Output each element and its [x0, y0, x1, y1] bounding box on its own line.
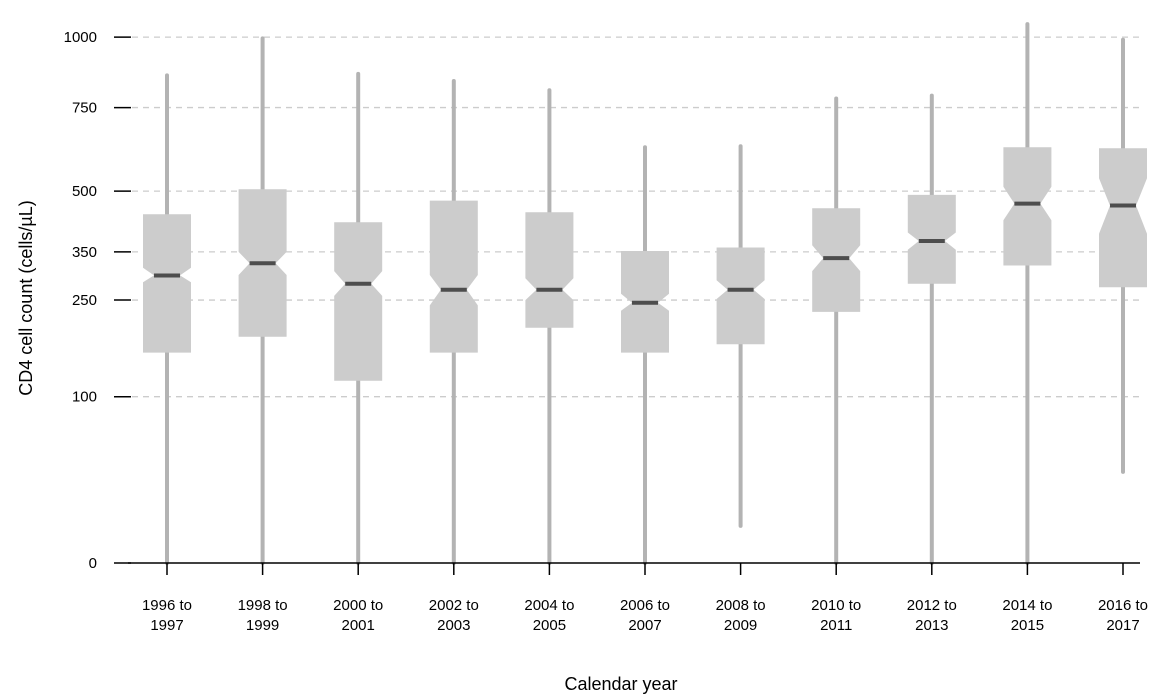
x-tick-label: 2005 — [533, 617, 566, 634]
x-tick-label: 2016 to — [1098, 597, 1148, 614]
x-tick-label: 1996 to — [142, 597, 192, 614]
y-tick-labels: 0 100 250 350 500 750 1000 — [64, 29, 131, 572]
box-group — [621, 145, 669, 565]
y-tick-label: 500 — [72, 183, 97, 200]
box-body — [429, 200, 478, 353]
x-tick-label: 2012 to — [907, 597, 957, 614]
box-series — [143, 22, 1147, 565]
x-tick-label: 2014 to — [1002, 597, 1052, 614]
y-tick-label: 350 — [72, 244, 97, 261]
y-tick-label: 250 — [72, 292, 97, 309]
x-tick-labels: 1996 to 1997 1998 to 1999 2000 to 2001 2002 to… — [142, 563, 1148, 634]
axes — [128, 562, 1140, 564]
x-tick-label: 2002 to — [429, 597, 479, 614]
box-group — [334, 71, 383, 565]
box-group — [812, 96, 861, 565]
box-body — [1099, 148, 1147, 288]
x-tick-label: 1998 to — [238, 597, 288, 614]
x-tick-label: 2009 — [724, 617, 757, 634]
box-body — [1003, 147, 1052, 266]
x-tick-label: 2003 — [437, 617, 470, 634]
y-tick-label: 1000 — [64, 29, 97, 46]
x-tick-label: 2017 — [1106, 617, 1139, 634]
box-body — [716, 247, 765, 345]
x-tick-label: 2015 — [1011, 617, 1044, 634]
box-group — [525, 88, 574, 565]
x-axis-title: Calendar year — [564, 674, 677, 694]
y-tick-label: 100 — [72, 389, 97, 406]
y-axis-title: CD4 cell count (cells/µL) — [16, 200, 36, 395]
gridlines — [132, 36, 1140, 398]
x-tick-label: 2006 to — [620, 597, 670, 614]
x-tick-label: 2004 to — [524, 597, 574, 614]
x-tick-label: 1997 — [150, 617, 183, 634]
y-tick-label: 750 — [72, 100, 97, 117]
box-body — [525, 212, 574, 328]
x-tick-label: 2001 — [342, 617, 375, 634]
x-tick-label: 2011 — [820, 617, 852, 634]
x-tick-label: 2013 — [915, 617, 948, 634]
box-group — [716, 144, 765, 528]
x-tick-label: 2008 to — [716, 597, 766, 614]
box-group — [1003, 22, 1052, 565]
y-tick-label: 0 — [89, 555, 97, 572]
box-body — [143, 214, 191, 353]
box-group — [1099, 37, 1147, 474]
x-tick-label: 2007 — [628, 617, 661, 634]
box-body — [334, 222, 383, 381]
box-group — [238, 36, 287, 565]
x-tick-label: 2010 to — [811, 597, 861, 614]
x-tick-label: 1999 — [246, 617, 279, 634]
x-tick-label: 2000 to — [333, 597, 383, 614]
box-group — [429, 79, 478, 565]
box-group — [143, 73, 191, 565]
box-group — [907, 93, 956, 565]
